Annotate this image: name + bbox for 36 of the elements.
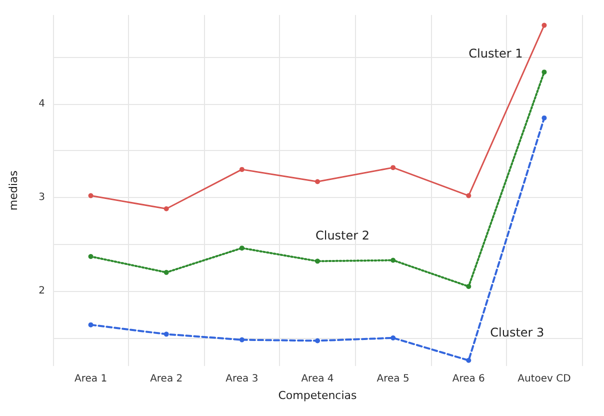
series-label: Cluster 2 <box>315 228 370 243</box>
point <box>88 193 94 198</box>
x-tick-label: Area 6 <box>452 374 485 384</box>
point <box>315 179 320 184</box>
point <box>466 284 472 289</box>
point <box>164 270 169 275</box>
point <box>88 322 94 328</box>
point <box>390 335 396 340</box>
x-tick-label: Area 5 <box>376 374 410 384</box>
point <box>239 337 244 342</box>
point <box>390 258 396 263</box>
series-label: Cluster 3 <box>490 325 544 340</box>
x-tick-label: Area 4 <box>301 374 334 384</box>
point <box>390 165 396 170</box>
point <box>239 166 244 172</box>
point <box>542 115 547 120</box>
x-tick-label: Area 2 <box>150 374 183 384</box>
point <box>466 358 472 363</box>
point <box>466 193 472 198</box>
point <box>542 22 547 28</box>
point <box>542 70 547 75</box>
point <box>164 206 169 212</box>
series-label: Cluster 1 <box>468 46 523 60</box>
point <box>88 254 94 259</box>
point <box>315 258 320 264</box>
x-tick-label: Area 1 <box>74 374 108 384</box>
point <box>164 332 169 337</box>
x-tick-label: Area 3 <box>226 374 258 384</box>
x-tick-label: Autoev CD <box>518 374 572 384</box>
point <box>239 246 244 251</box>
y-tick-label: 2 <box>38 286 45 297</box>
y-tick-label: 4 <box>38 98 45 110</box>
point <box>315 338 320 344</box>
x-axis-title: Competencias <box>278 389 358 402</box>
y-axis-title: medias <box>7 170 20 210</box>
y-tick-label: 3 <box>38 192 45 204</box>
